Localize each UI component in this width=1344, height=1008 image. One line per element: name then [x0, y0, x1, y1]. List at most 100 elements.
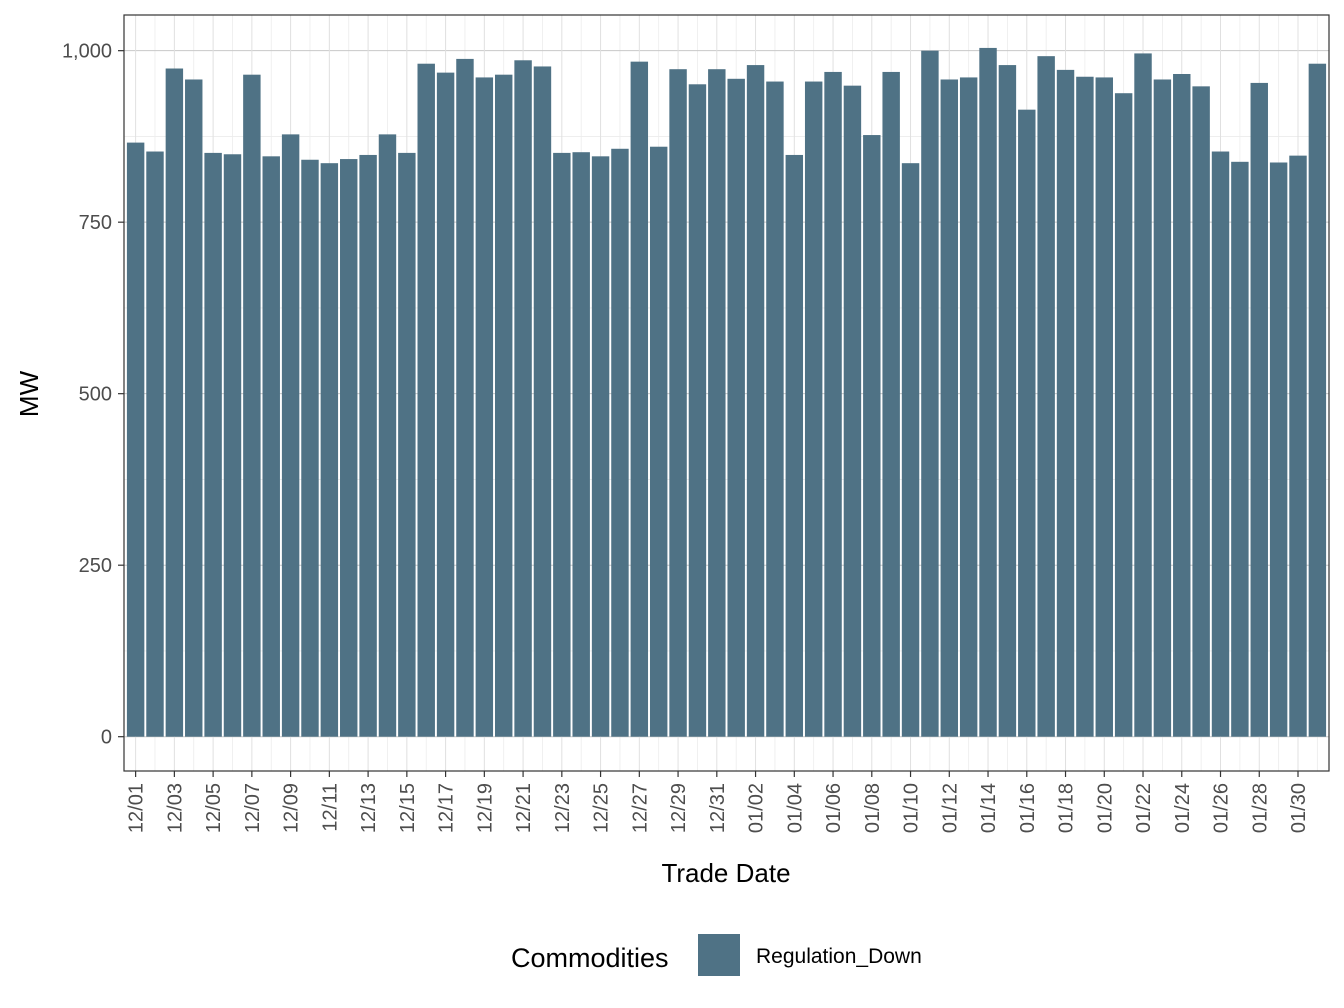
- bar-01-01: [727, 78, 745, 737]
- bar-01-14: [979, 47, 997, 737]
- bar-12-26: [611, 148, 629, 737]
- bar-01-30: [1289, 155, 1307, 737]
- x-tick-label: 01/18: [1056, 783, 1078, 833]
- bar-01-12: [940, 79, 959, 737]
- bar-01-27: [1231, 161, 1249, 737]
- x-tick-label: 01/24: [1172, 783, 1194, 833]
- bar-12-10: [301, 159, 319, 737]
- x-tick-label: 12/19: [474, 783, 496, 833]
- bar-12-11: [320, 163, 339, 737]
- x-tick-label: 01/14: [978, 783, 1000, 833]
- bar-01-06: [824, 71, 842, 737]
- x-axis-title: Trade Date: [661, 858, 790, 888]
- bar-12-24: [572, 152, 590, 737]
- bar-01-09: [882, 71, 900, 737]
- x-tick-label: 12/11: [319, 783, 341, 832]
- bar-01-17: [1037, 56, 1055, 737]
- x-tick-label: 01/02: [746, 783, 768, 833]
- bar-01-10: [901, 163, 920, 737]
- legend: Commodities Regulation_Down: [511, 934, 922, 976]
- bar-01-26: [1211, 151, 1230, 737]
- bar-01-08: [863, 135, 881, 737]
- bar-12-13: [359, 154, 377, 737]
- bar-12-08: [262, 156, 280, 737]
- bar-12-19: [475, 77, 494, 737]
- bar-01-07: [843, 85, 862, 737]
- bar-01-20: [1095, 77, 1113, 737]
- bar-12-05: [204, 152, 222, 737]
- bar-12-30: [688, 84, 707, 737]
- bar-12-18: [456, 58, 474, 737]
- x-tick-label: 01/04: [784, 783, 806, 833]
- x-tick-label: 12/21: [513, 783, 535, 833]
- legend-key-swatch: [698, 934, 740, 976]
- x-tick-label: 01/30: [1288, 783, 1310, 833]
- bar-12-16: [417, 63, 435, 737]
- x-axis-ticks: 12/01 12/03 12/05 12/07 12/09 12/11 12/13 12/15…: [126, 771, 1310, 833]
- bar-01-29: [1269, 162, 1288, 737]
- bar-12-12: [340, 159, 358, 737]
- bar-01-18: [1056, 69, 1075, 737]
- bar-12-09: [281, 134, 300, 737]
- y-axis-ticks: 0 250 500 750 1,000: [62, 41, 124, 749]
- bar-01-31: [1308, 63, 1327, 737]
- bar-12-02: [146, 151, 164, 737]
- x-tick-label: 12/31: [707, 783, 729, 833]
- bar-01-28: [1250, 82, 1268, 737]
- bar-12-03: [165, 68, 184, 737]
- bar-12-25: [591, 156, 610, 737]
- y-axis-title: MW: [14, 370, 44, 417]
- x-tick-label: 12/15: [397, 783, 419, 833]
- bar-12-20: [494, 74, 513, 737]
- x-tick-label: 01/20: [1094, 783, 1116, 833]
- x-tick-label: 12/25: [591, 783, 613, 833]
- y-tick-label: 1,000: [62, 41, 112, 63]
- x-tick-label: 01/06: [823, 783, 845, 833]
- x-tick-label: 12/07: [242, 783, 264, 833]
- x-tick-label: 01/12: [939, 783, 961, 833]
- x-tick-label: 01/08: [862, 783, 884, 833]
- x-tick-label: 01/10: [901, 783, 923, 833]
- bar-01-15: [998, 65, 1017, 737]
- bar-01-11: [921, 50, 939, 737]
- x-tick-label: 01/26: [1211, 783, 1233, 833]
- bars-group: [126, 47, 1327, 737]
- legend-entry-regulation-down: Regulation_Down: [756, 945, 922, 968]
- x-tick-label: 12/17: [436, 783, 458, 833]
- bar-12-14: [378, 134, 397, 737]
- x-tick-label: 01/22: [1133, 783, 1155, 833]
- x-tick-label: 12/29: [668, 783, 690, 833]
- bar-12-29: [669, 69, 687, 737]
- bar-01-25: [1192, 86, 1210, 737]
- bar-01-19: [1076, 76, 1094, 737]
- x-tick-label: 12/27: [629, 783, 651, 833]
- bar-12-07: [243, 74, 261, 737]
- x-tick-label: 12/03: [164, 783, 186, 833]
- bar-12-06: [223, 154, 242, 737]
- x-tick-label: 01/28: [1249, 783, 1271, 833]
- bar-12-01: [126, 142, 145, 737]
- bar-12-15: [398, 152, 416, 737]
- bar-12-28: [649, 146, 668, 737]
- x-tick-label: 12/05: [203, 783, 225, 833]
- bar-12-23: [553, 152, 571, 737]
- bar-01-04: [785, 154, 804, 737]
- legend-title: Commodities: [511, 943, 669, 973]
- y-tick-label: 250: [79, 555, 112, 577]
- bar-01-13: [959, 77, 978, 737]
- x-tick-label: 01/16: [1017, 783, 1039, 833]
- bar-01-03: [766, 81, 784, 737]
- bar-01-22: [1134, 53, 1152, 737]
- bar-01-02: [746, 65, 765, 737]
- bar-01-05: [804, 81, 823, 737]
- bar-01-23: [1153, 79, 1172, 737]
- bar-12-04: [185, 79, 203, 737]
- y-tick-label: 750: [79, 212, 112, 234]
- bar-01-16: [1018, 109, 1036, 737]
- bar-01-21: [1114, 93, 1133, 737]
- bar-12-22: [533, 66, 552, 737]
- x-tick-label: 12/13: [358, 783, 380, 833]
- bar-12-31: [708, 69, 726, 737]
- x-tick-label: 12/23: [552, 783, 574, 833]
